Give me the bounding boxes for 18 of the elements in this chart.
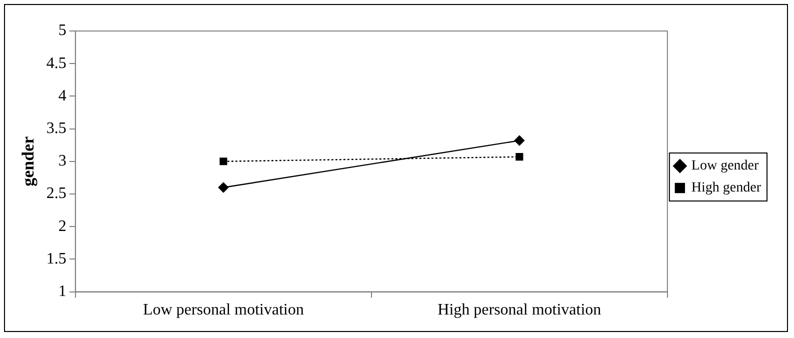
point (514, 135, 525, 146)
point (220, 158, 228, 166)
y-tick-label: 2.5 (46, 185, 66, 202)
legend-label: High gender (691, 180, 762, 196)
y-tick-label: 5 (58, 22, 66, 40)
y-tick-label: 3.5 (46, 120, 66, 138)
y-tick-label: 2 (58, 218, 66, 235)
y-axis-title: gender (18, 136, 38, 186)
y-tick-label: 3 (58, 152, 66, 170)
x-tick-label: Low personal motivation (142, 302, 304, 319)
y-tick-label: 4 (58, 87, 66, 104)
point (218, 182, 229, 193)
y-tick-label: 1 (58, 283, 66, 300)
point (516, 153, 524, 161)
y-tick-label: 4.5 (46, 54, 66, 72)
legend-label: Low gender (691, 158, 759, 174)
x-tick-label: High personal motivation (438, 302, 602, 319)
y-tick-label: 1.5 (46, 250, 66, 268)
